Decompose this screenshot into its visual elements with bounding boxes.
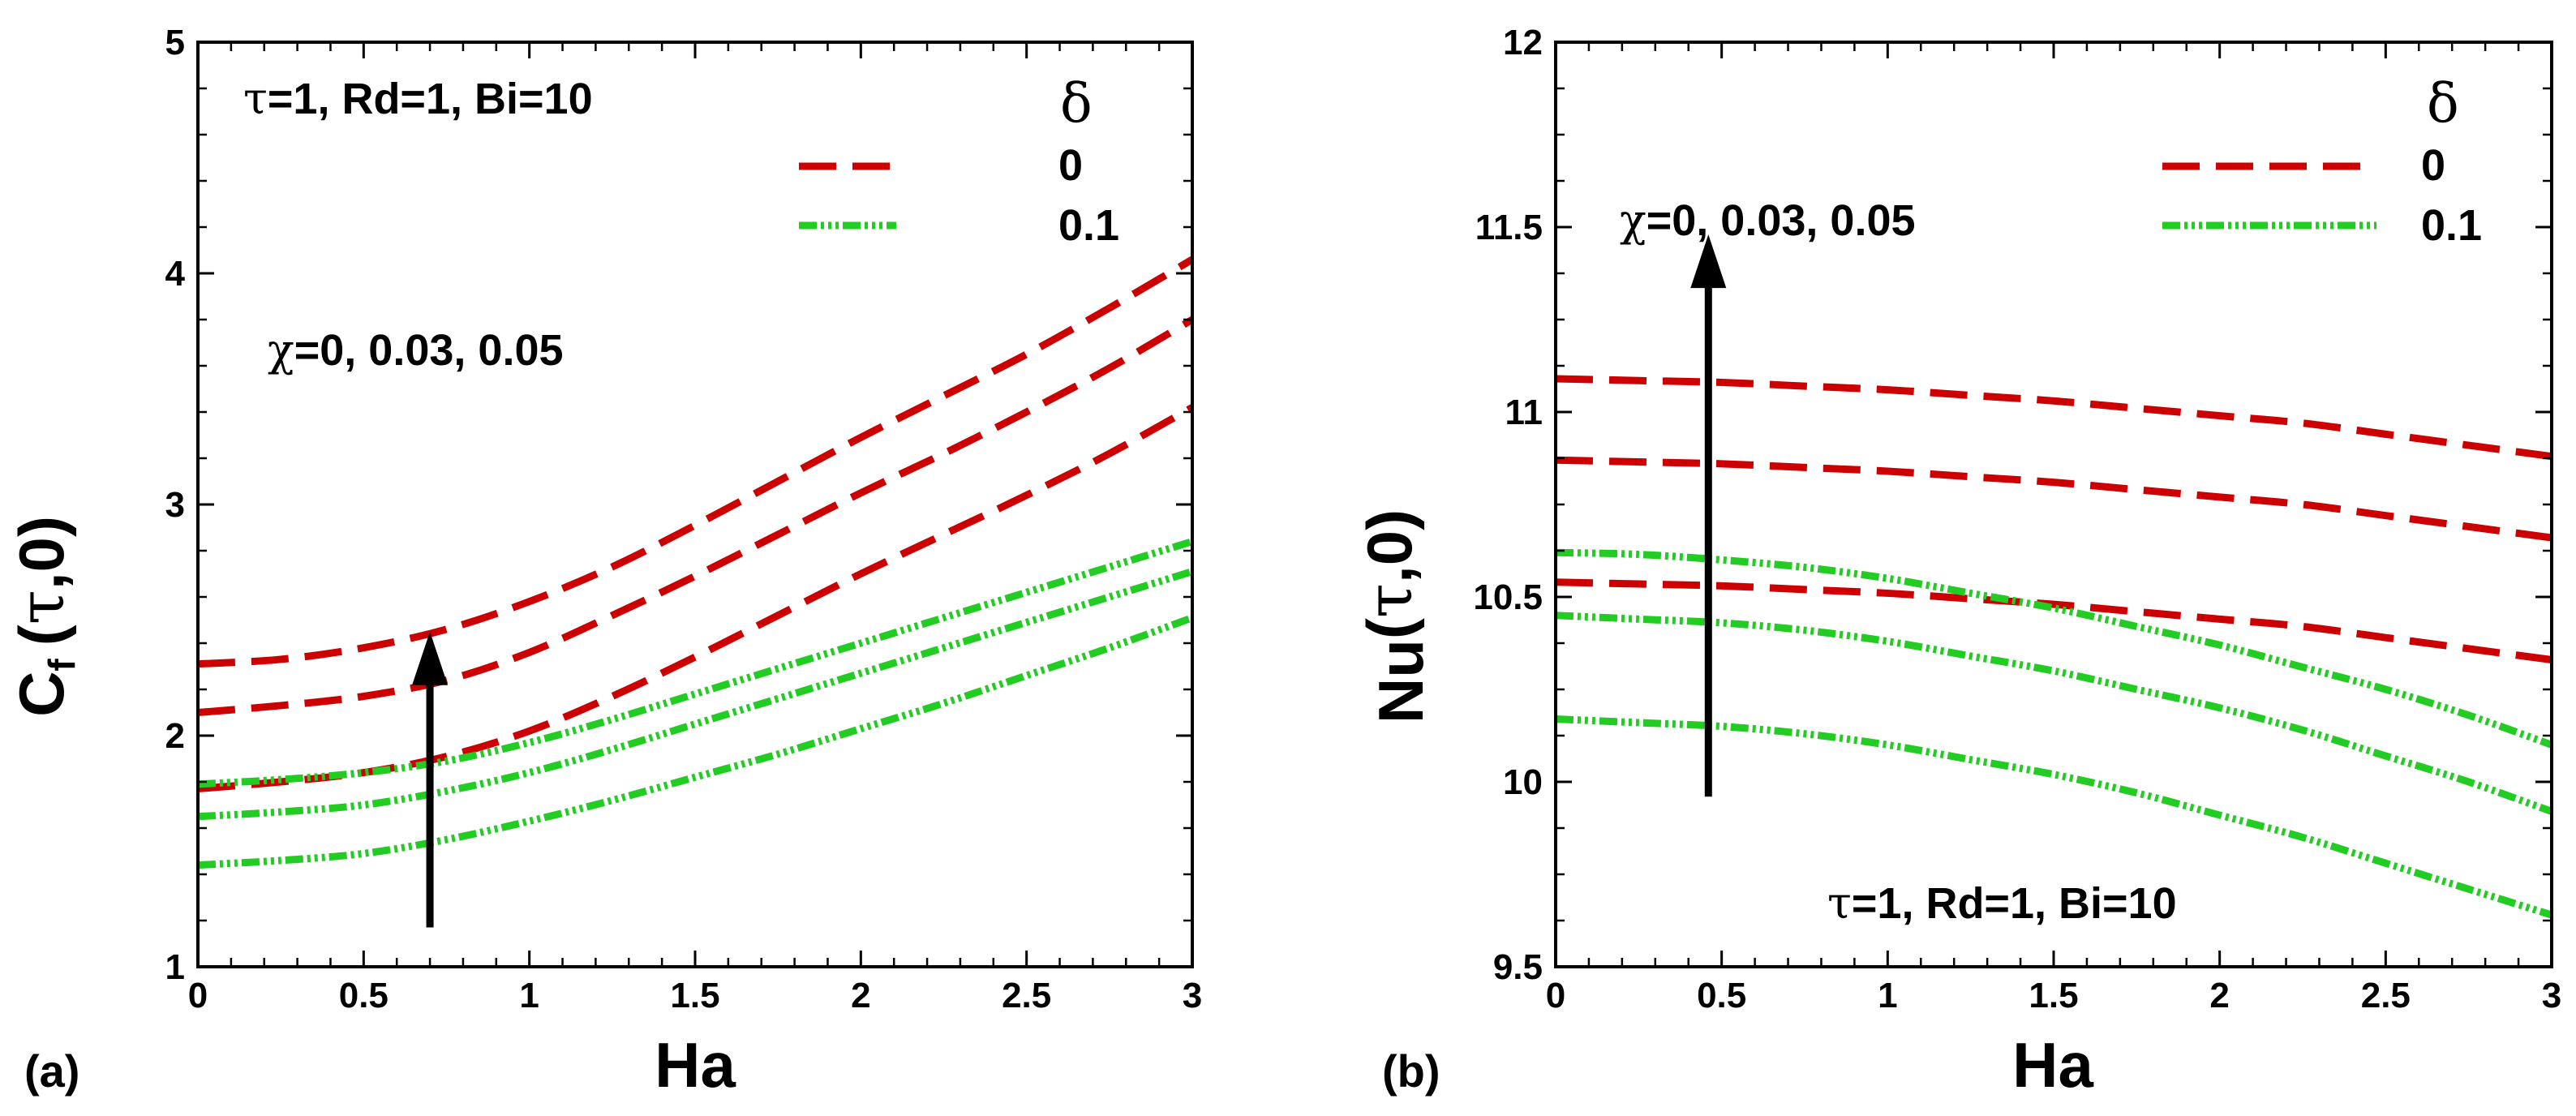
x-tick-label: 3: [2542, 976, 2561, 1015]
y-tick-label: 10: [1503, 762, 1543, 802]
panel-a-series-line-4: [197, 568, 1194, 821]
panel-b-curves: [1555, 375, 2553, 919]
panel-a-series-line-5: [197, 538, 1194, 788]
panel-a-y-label-paren: (τ,0): [6, 516, 79, 646]
greek-symbol: τ: [243, 73, 268, 124]
panel-b-y-label-main: Nu: [1365, 639, 1436, 723]
annotation-rest: =0, 0.03, 0.05: [294, 326, 564, 375]
panel-a-chi-annotation: χ=0, 0.03, 0.05: [268, 324, 564, 376]
chi-arrow-head: [412, 631, 449, 685]
paren-open: (: [1354, 618, 1425, 639]
y-tick-label: 2: [165, 716, 185, 756]
y-tick-label: 11: [1505, 393, 1543, 432]
annotation-rest: =1, Rd=1, Bi=10: [1852, 879, 2177, 928]
x-tick-label: 2.5: [1002, 976, 1051, 1015]
panel-b-label: (b): [1382, 1045, 1440, 1097]
panel-b-y-label-paren: (τ,0): [1354, 509, 1427, 639]
y-tick-label: 10.5: [1473, 577, 1543, 617]
x-tick-label: 0.5: [1697, 976, 1746, 1015]
panel-b-series-line-0: [1555, 375, 2552, 461]
x-tick-label: 1.5: [670, 976, 719, 1015]
x-tick-label: 1: [519, 976, 539, 1015]
panel-a-y-axis-label: Cf (τ,0): [6, 516, 83, 717]
greek-symbol: τ: [1827, 878, 1852, 929]
panel-b-series-line-4: [1555, 612, 2553, 815]
panel-a-legend-label-0: 0: [1058, 141, 1083, 190]
x-tick-label: 0: [1546, 976, 1565, 1015]
panel-b-series-line-1: [1555, 456, 2552, 542]
x-tick-label: 0: [188, 976, 208, 1015]
paren-open: (: [6, 625, 77, 646]
y-tick-label: 1: [165, 947, 185, 987]
panel-a-plot-frame: [196, 41, 1194, 968]
panel-a-legend: δ 0 0.1: [799, 72, 1119, 250]
panel-b-series-line-2: [1555, 578, 2552, 663]
panel-a-legend-title: δ: [1060, 72, 1093, 135]
panel-b-y-axis-label: Nu(τ,0): [1354, 509, 1436, 723]
y-tick-label: 3: [165, 485, 185, 525]
panel-b-params-annotation: τ=1, Rd=1, Bi=10: [1827, 878, 2177, 929]
panel-b-arrow: [1690, 234, 1727, 797]
x-tick-label: 3: [1183, 976, 1202, 1015]
panel-a-legend-label-1: 0.1: [1058, 201, 1119, 250]
panel-a-curves: [197, 256, 1195, 869]
greek-symbol: χ: [1620, 195, 1646, 246]
panel-a-x-axis-label: Ha: [655, 1029, 736, 1101]
x-tick-label: 2: [2209, 976, 2229, 1015]
y-tick-label: 4: [165, 254, 186, 294]
x-tick-label: 2: [851, 976, 870, 1015]
y-tick-label: 9.5: [1493, 947, 1543, 987]
y-tick-label: 12: [1503, 23, 1543, 62]
panel-a-series-line-2: [197, 256, 1195, 668]
y-tick-label: 11.5: [1475, 208, 1543, 247]
panel-a-params-annotation: τ=1, Rd=1, Bi=10: [243, 73, 593, 124]
panel-a-series-line-3: [197, 614, 1194, 869]
panel-b-legend-label-0: 0: [2421, 141, 2445, 190]
panel-b-legend-title: δ: [2427, 72, 2459, 135]
panel-a-series-line-1: [197, 316, 1195, 716]
tau-symbol: τ: [6, 590, 79, 625]
panel-a-ticks: 0 0.5 1 1.5 2 2.5 3 1 2 3 4 5: [165, 23, 1203, 1015]
x-tick-label: 0.5: [339, 976, 389, 1015]
y-tick-label: 5: [165, 23, 185, 62]
panel-b-series-line-3: [1555, 548, 2553, 749]
panel-b-x-axis-label: Ha: [2012, 1029, 2093, 1101]
panel-b-legend: δ 0 0.1: [2162, 72, 2482, 250]
panel-a-label: (a): [24, 1045, 79, 1097]
x-tick-label: 1.5: [2029, 976, 2078, 1015]
panel-b-legend-label-1: 0.1: [2421, 201, 2482, 250]
paren-rest: ,0): [1354, 509, 1425, 583]
panel-a-arrow: [412, 631, 449, 928]
greek-symbol: χ: [268, 324, 294, 376]
panel-a-y-label-main: C: [6, 672, 77, 717]
panel-a-y-label-sub: f: [41, 659, 83, 672]
annotation-rest: =0, 0.03, 0.05: [1646, 196, 1916, 245]
panel-b-chi-annotation: χ=0, 0.03, 0.05: [1620, 195, 1916, 246]
chi-arrow-head: [1690, 234, 1727, 289]
x-tick-label: 2.5: [2361, 976, 2411, 1015]
tau-symbol: τ: [1354, 583, 1427, 618]
paren-rest: ,0): [6, 516, 77, 590]
panel-a-series-line-0: [197, 404, 1195, 793]
annotation-rest: =1, Rd=1, Bi=10: [268, 75, 593, 123]
panel-b-series-line-5: [1555, 715, 2553, 919]
x-tick-label: 1: [1878, 976, 1897, 1015]
